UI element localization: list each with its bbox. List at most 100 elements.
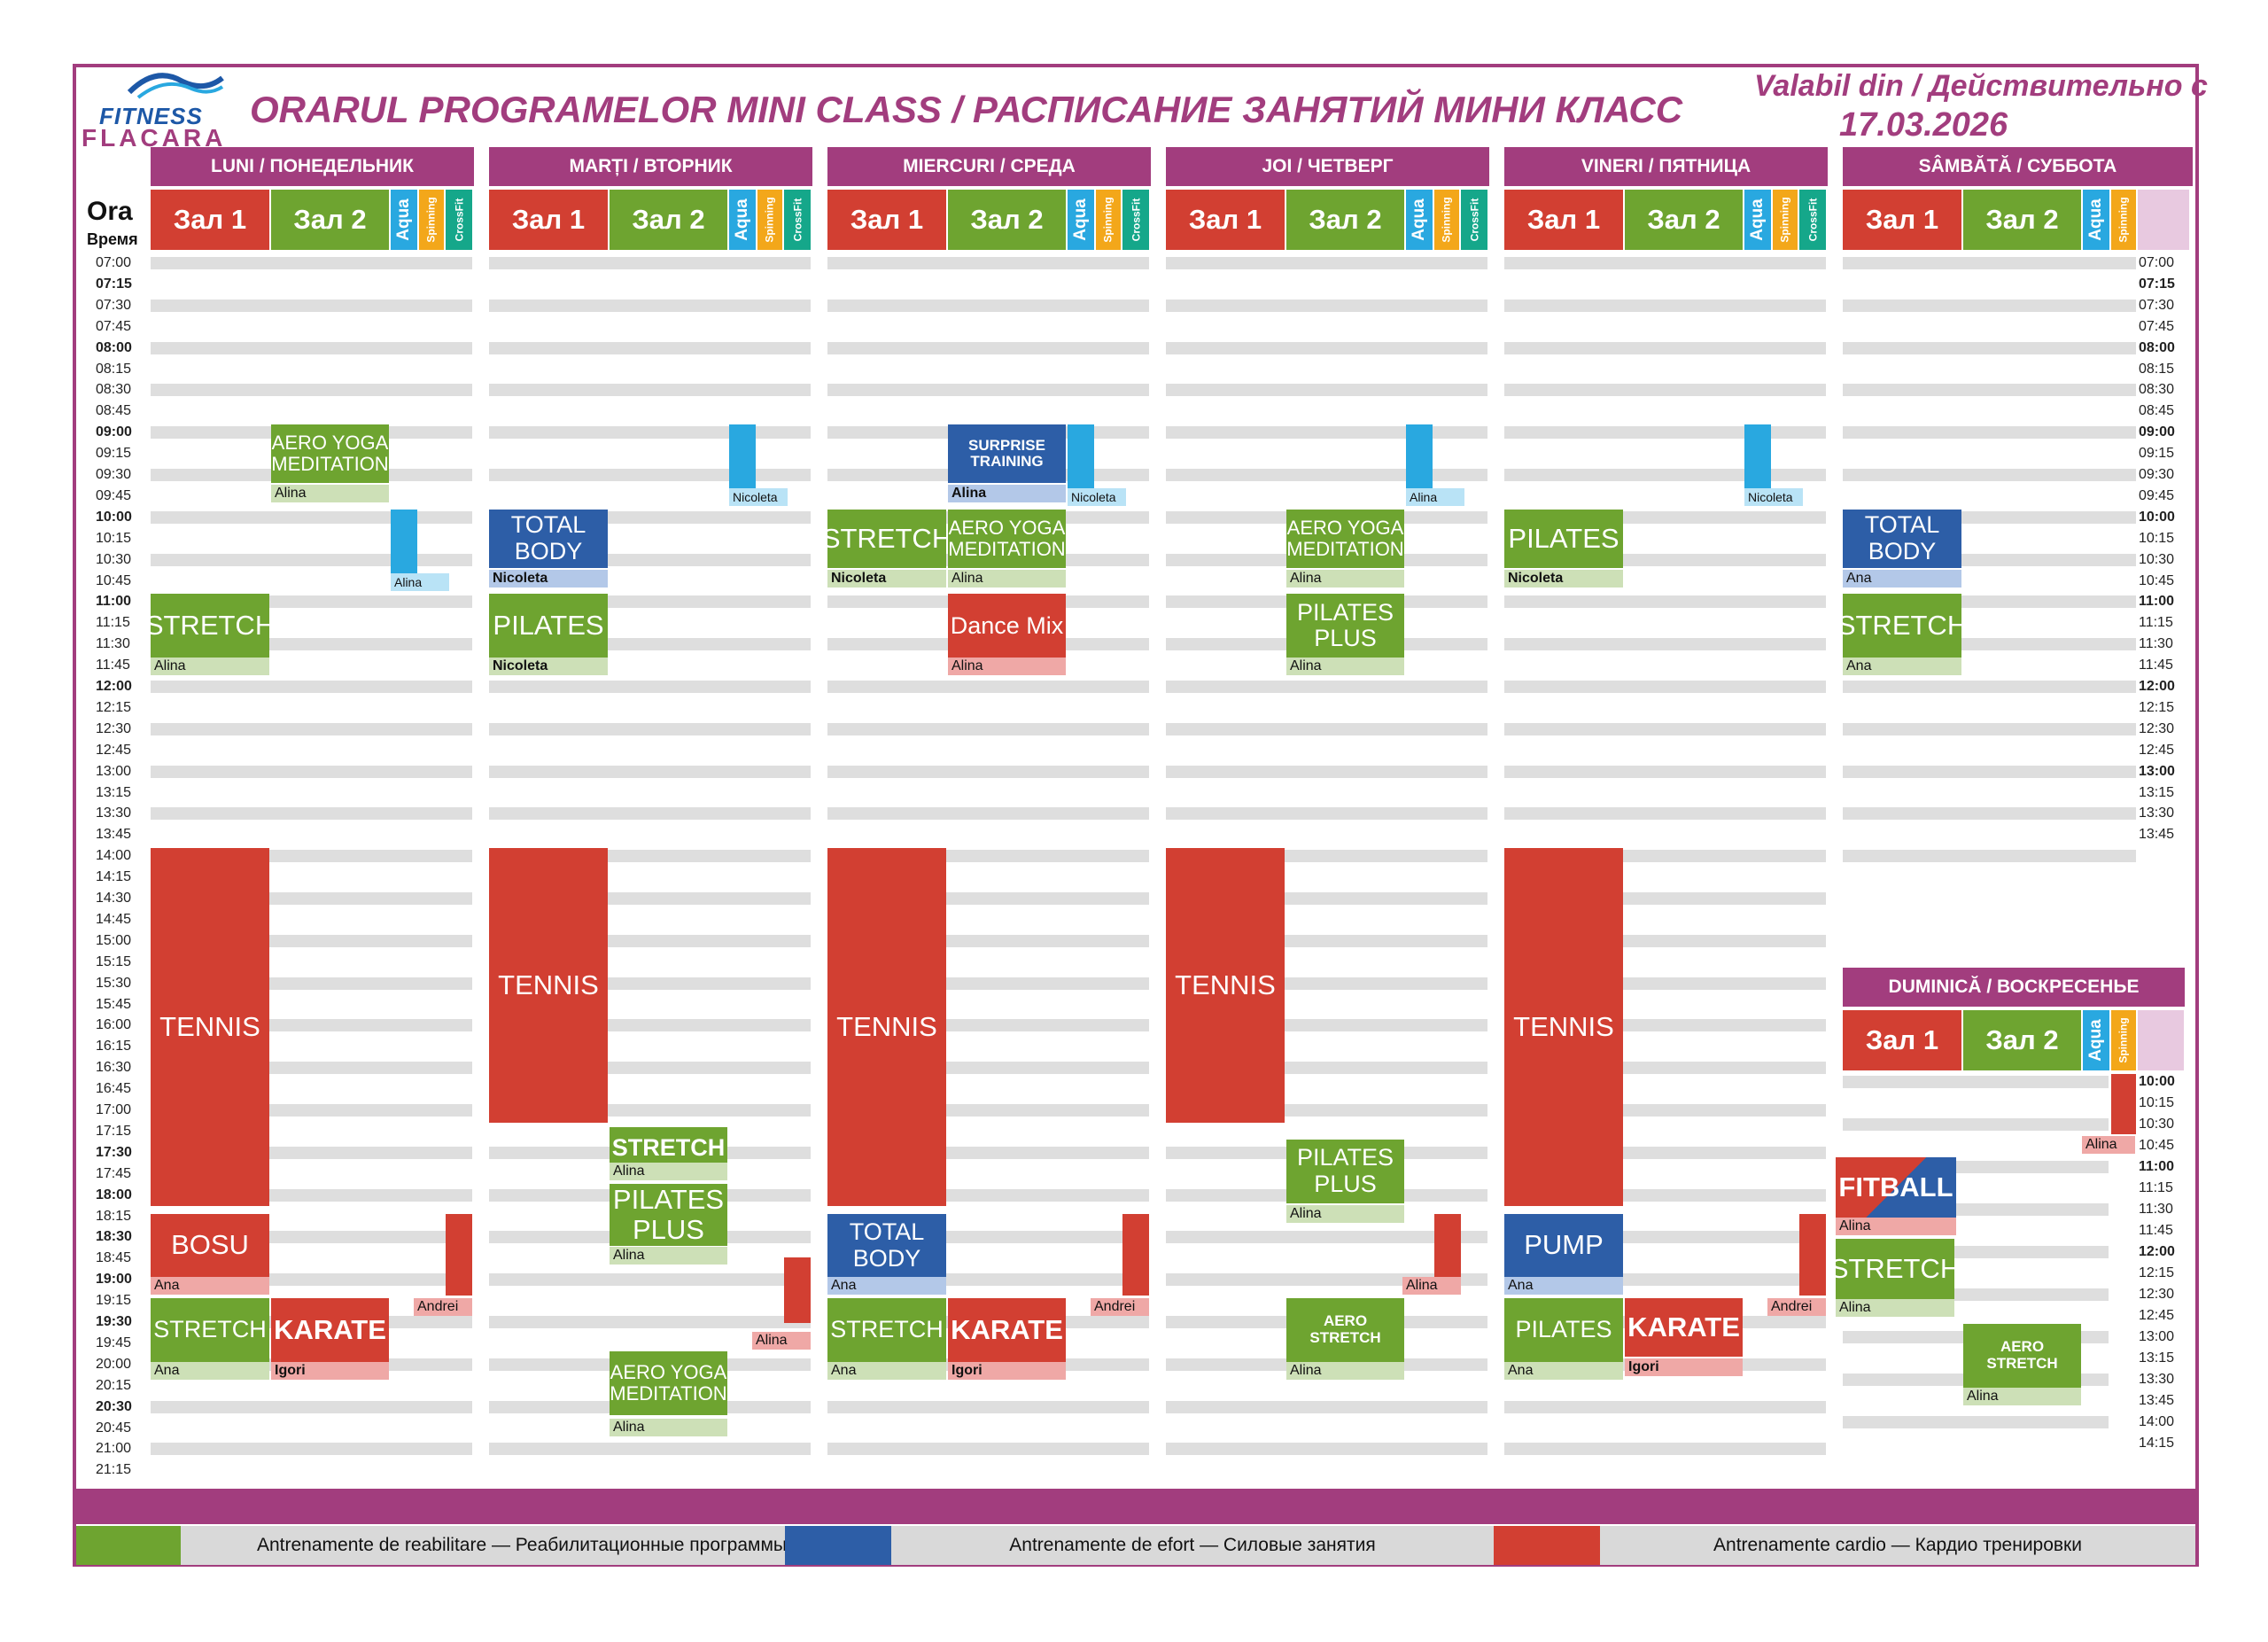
- time-label-left: 20:45: [96, 1420, 132, 1436]
- class-aqua-tue[interactable]: [729, 424, 756, 489]
- class-surprise-training-wed[interactable]: SURPRISE TRAINING: [948, 424, 1066, 484]
- class-pilates2-fri[interactable]: PILATES: [1504, 1298, 1623, 1363]
- time-label-left: 09:15: [96, 446, 132, 462]
- time-label-right-sat: 13:45: [2139, 827, 2175, 843]
- grid-row: [1843, 765, 2136, 778]
- class-tennis-thu[interactable]: TENNIS: [1166, 848, 1285, 1124]
- grid-row: [1843, 681, 2136, 693]
- time-label-right-sat: 10:45: [2139, 572, 2175, 588]
- class-aero-stretch-thu[interactable]: AERO STRETCH: [1286, 1298, 1404, 1363]
- class-spinning-thu[interactable]: [1434, 1213, 1461, 1278]
- time-label-left: 17:15: [96, 1123, 132, 1139]
- class-aero-yoga-tue[interactable]: AERO YOGA MEDITATION: [610, 1350, 727, 1415]
- time-label-left: 11:15: [96, 615, 130, 631]
- legend-blue-swatch: [785, 1526, 891, 1565]
- class-tennis-wed[interactable]: TENNIS: [827, 848, 946, 1207]
- class-fitball-sun[interactable]: FITBALL: [1836, 1157, 1956, 1218]
- class-stretch2-mon[interactable]: STRETCH: [151, 1298, 269, 1363]
- class-karate-mon[interactable]: KARATE: [271, 1298, 389, 1363]
- time-label-left: 12:45: [96, 742, 132, 758]
- grid-row: [1166, 426, 1487, 440]
- time-label-left: 16:45: [96, 1081, 132, 1097]
- grid-row: [1504, 469, 1826, 481]
- class-karate-fri[interactable]: KARATE: [1625, 1298, 1743, 1358]
- grid-row: [1504, 341, 1826, 354]
- time-label-left: 13:00: [96, 763, 132, 779]
- class-stretch2-wed[interactable]: STRETCH: [827, 1298, 946, 1363]
- class-tennis-fri[interactable]: TENNIS: [1504, 848, 1623, 1207]
- instructor-label: Alina: [948, 658, 1066, 676]
- grid-row: [1166, 257, 1487, 269]
- class-aero-yoga-wed[interactable]: AERO YOGA MEDITATION: [948, 509, 1066, 568]
- class-aero-stretch-sun[interactable]: AERO STRETCH: [1963, 1324, 2081, 1388]
- grid-row: [489, 384, 811, 397]
- class-aero-yoga-thu[interactable]: AERO YOGA MEDITATION: [1286, 509, 1404, 568]
- grid-row: [489, 341, 811, 354]
- time-label-right-sun: 12:45: [2139, 1308, 2175, 1323]
- time-label-left: 18:00: [96, 1187, 132, 1202]
- time-label-right-sun: 12:30: [2139, 1287, 2175, 1302]
- hall-spinning-label: Spinning: [1779, 197, 1792, 243]
- time-label-left: 12:00: [96, 679, 132, 694]
- class-aqua-thu[interactable]: [1406, 424, 1433, 489]
- day-header-thu: JOI / ЧЕТВЕРГ: [1166, 147, 1489, 186]
- hall-2-sat: Зал 2: [1963, 190, 2081, 250]
- class-crossfit-mon[interactable]: [446, 1213, 472, 1296]
- grid-row: [1504, 807, 1826, 821]
- class-bosu-mon[interactable]: BOSU: [151, 1213, 269, 1278]
- class-pilates-tue[interactable]: PILATES: [489, 594, 608, 658]
- class-tennis-mon[interactable]: TENNIS: [151, 848, 269, 1207]
- class-aqua-fri[interactable]: [1744, 424, 1771, 489]
- class-crossfit-tue[interactable]: [784, 1257, 811, 1324]
- class-pilates-plus-thu[interactable]: PILATES PLUS: [1286, 594, 1404, 658]
- class-dance-mix-wed[interactable]: Dance Mix: [948, 594, 1066, 658]
- class-aero-yoga-mon[interactable]: AERO YOGA MEDITATION: [271, 424, 389, 484]
- grid-row: [1166, 384, 1487, 397]
- class-tennis-tue[interactable]: TENNIS: [489, 848, 608, 1124]
- logo-flacara: FLACARA: [82, 124, 227, 152]
- class-pump-fri[interactable]: PUMP: [1504, 1213, 1623, 1278]
- day-header-sun: DUMINICĂ / ВОСКРЕСЕНЬЕ: [1843, 968, 2185, 1007]
- class-total-body-tue[interactable]: TOTAL BODY: [489, 509, 608, 568]
- instructor-label: Alina: [610, 1162, 727, 1180]
- time-label-left: 19:45: [96, 1335, 132, 1350]
- grid-row: [1843, 469, 2136, 481]
- class-total-body-sat[interactable]: TOTAL BODY: [1843, 509, 1961, 568]
- class-crossfit-fri[interactable]: [1799, 1213, 1826, 1296]
- class-crossfit-wed[interactable]: [1122, 1213, 1149, 1296]
- class-stretch-sun[interactable]: STRETCH: [1830, 1239, 1960, 1299]
- instructor-label: Ana: [1504, 1277, 1623, 1296]
- grid-row: [1504, 681, 1826, 693]
- instructor-label: Alina: [151, 658, 269, 676]
- class-pilates-fri[interactable]: PILATES: [1504, 509, 1623, 568]
- instructor-label: Alina: [1286, 1204, 1404, 1223]
- time-label-left: 11:30: [96, 636, 130, 652]
- hall-1-tue: Зал 1: [489, 190, 608, 250]
- day-header-wed: MIERCURI / СРЕДА: [827, 147, 1151, 186]
- class-pilates-plus2-thu[interactable]: PILATES PLUS: [1286, 1139, 1404, 1203]
- grid-row: [827, 384, 1149, 397]
- grid-row: [489, 765, 811, 778]
- grid-row: [827, 341, 1149, 354]
- time-label-left: 17:00: [96, 1102, 132, 1117]
- hall-aqua-fri: Aqua: [1744, 190, 1771, 250]
- hall-spinning-tue: Spinning: [757, 190, 782, 250]
- class-stretch-mon[interactable]: STRETCH: [145, 594, 275, 658]
- grid-row: [1166, 765, 1487, 778]
- time-label-right-sat: 09:30: [2139, 467, 2175, 482]
- class-total-body-wed[interactable]: TOTAL BODY: [827, 1213, 946, 1278]
- class-aqua-wed[interactable]: [1068, 424, 1094, 489]
- class-pilates-plus-tue[interactable]: PILATES PLUS: [610, 1183, 727, 1246]
- hall-spinning-sun: Spinning: [2111, 1010, 2136, 1070]
- class-spinning-sun[interactable]: [2111, 1074, 2136, 1134]
- hall-aqua-sat: Aqua: [2083, 190, 2109, 250]
- class-aqua-mon[interactable]: [391, 509, 417, 573]
- instructor-label: Alina: [1406, 487, 1464, 506]
- class-stretch-sat[interactable]: STRETCH: [1837, 594, 1967, 658]
- class-karate-wed[interactable]: KARATE: [948, 1298, 1066, 1363]
- grid-row: [1166, 341, 1487, 354]
- class-stretch-wed[interactable]: STRETCH: [822, 509, 951, 568]
- hall-aqua-thu: Aqua: [1406, 190, 1433, 250]
- grid-row: [1843, 807, 2136, 821]
- time-label-right-sat: 10:00: [2139, 509, 2175, 525]
